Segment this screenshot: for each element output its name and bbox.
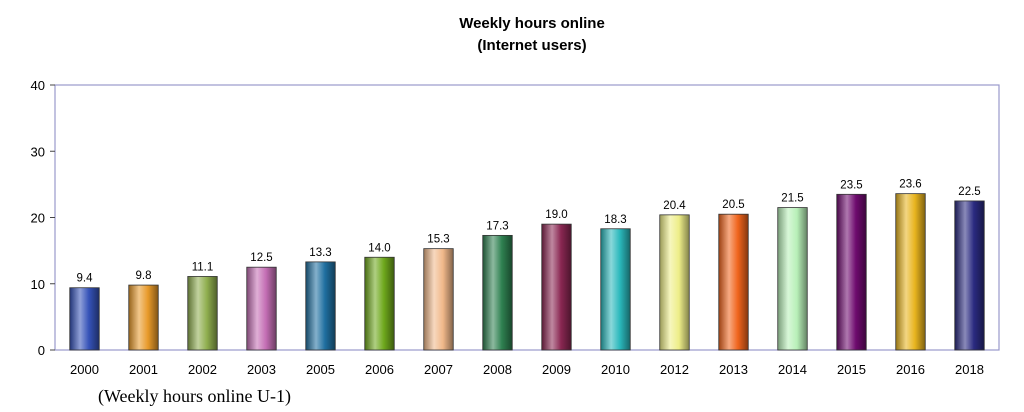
bar-2015 bbox=[836, 193, 867, 351]
bar-2008 bbox=[482, 234, 513, 351]
x-tick-label-2008: 2008 bbox=[483, 362, 512, 377]
bar-2001 bbox=[128, 284, 159, 351]
x-axis: 2000 2001 2002 2003 2005 2006 2007 2008 2009 2010… bbox=[70, 362, 984, 377]
chart-caption: (Weekly hours online U-1) bbox=[98, 386, 291, 407]
x-tick-label-2010: 2010 bbox=[601, 362, 630, 377]
x-tick-label-2005: 2005 bbox=[306, 362, 335, 377]
data-label-2016: 23.6 bbox=[899, 179, 921, 191]
data-label-2009: 19.0 bbox=[545, 209, 567, 221]
y-tick-label: 10 bbox=[31, 277, 45, 292]
y-axis: 0 10 20 30 40 bbox=[31, 78, 55, 358]
data-label-2006: 14.0 bbox=[368, 242, 390, 254]
y-tick-label: 0 bbox=[38, 343, 45, 358]
bar-2003 bbox=[246, 266, 277, 351]
x-tick-label-2016: 2016 bbox=[896, 362, 925, 377]
data-label-2008: 17.3 bbox=[486, 220, 508, 232]
data-label-2015: 23.5 bbox=[840, 179, 862, 191]
x-tick-label-2014: 2014 bbox=[778, 362, 807, 377]
x-tick-label-2012: 2012 bbox=[660, 362, 689, 377]
bar-2018 bbox=[954, 200, 985, 351]
bar-2012 bbox=[659, 214, 690, 351]
data-label-2007: 15.3 bbox=[427, 234, 449, 246]
bar-2013 bbox=[718, 213, 749, 351]
x-tick-label-2003: 2003 bbox=[247, 362, 276, 377]
data-label-2013: 20.5 bbox=[722, 199, 744, 211]
y-tick-label: 40 bbox=[31, 78, 45, 93]
data-label-2018: 22.5 bbox=[958, 186, 980, 198]
bar-2007 bbox=[423, 248, 454, 351]
data-label-2000: 9.4 bbox=[77, 273, 94, 285]
data-label-2010: 18.3 bbox=[604, 214, 626, 226]
y-tick-label: 30 bbox=[31, 144, 45, 159]
x-tick-label-2002: 2002 bbox=[188, 362, 217, 377]
bar-2002 bbox=[187, 276, 218, 351]
bar-2014 bbox=[777, 207, 808, 351]
bar-2006 bbox=[364, 256, 395, 351]
bar-2009 bbox=[541, 223, 572, 351]
x-tick-label-2001: 2001 bbox=[129, 362, 158, 377]
data-label-2002: 11.1 bbox=[192, 261, 214, 273]
bar-2010 bbox=[600, 228, 631, 351]
x-tick-label-2009: 2009 bbox=[542, 362, 571, 377]
y-tick-label: 20 bbox=[31, 211, 45, 226]
x-tick-label-2006: 2006 bbox=[365, 362, 394, 377]
data-label-2014: 21.5 bbox=[781, 193, 803, 205]
bar-2000 bbox=[69, 287, 100, 351]
data-label-2003: 12.5 bbox=[250, 252, 272, 264]
bars-group: 9.4 9.8 11.1 12.5 13.3 14.0 15.3 17.3 19.0 18.3 20… bbox=[69, 179, 985, 351]
x-tick-label-2000: 2000 bbox=[70, 362, 99, 377]
data-label-2005: 13.3 bbox=[309, 247, 331, 259]
x-tick-label-2015: 2015 bbox=[837, 362, 866, 377]
data-label-2001: 9.8 bbox=[136, 270, 152, 282]
chart-subtitle: (Internet users) bbox=[477, 37, 586, 54]
bar-2005 bbox=[305, 261, 336, 351]
bar-2016 bbox=[895, 193, 926, 351]
chart-title: Weekly hours online bbox=[459, 15, 605, 32]
x-tick-label-2013: 2013 bbox=[719, 362, 748, 377]
x-tick-label-2007: 2007 bbox=[424, 362, 453, 377]
data-label-2012: 20.4 bbox=[663, 200, 686, 212]
x-tick-label-2018: 2018 bbox=[955, 362, 984, 377]
